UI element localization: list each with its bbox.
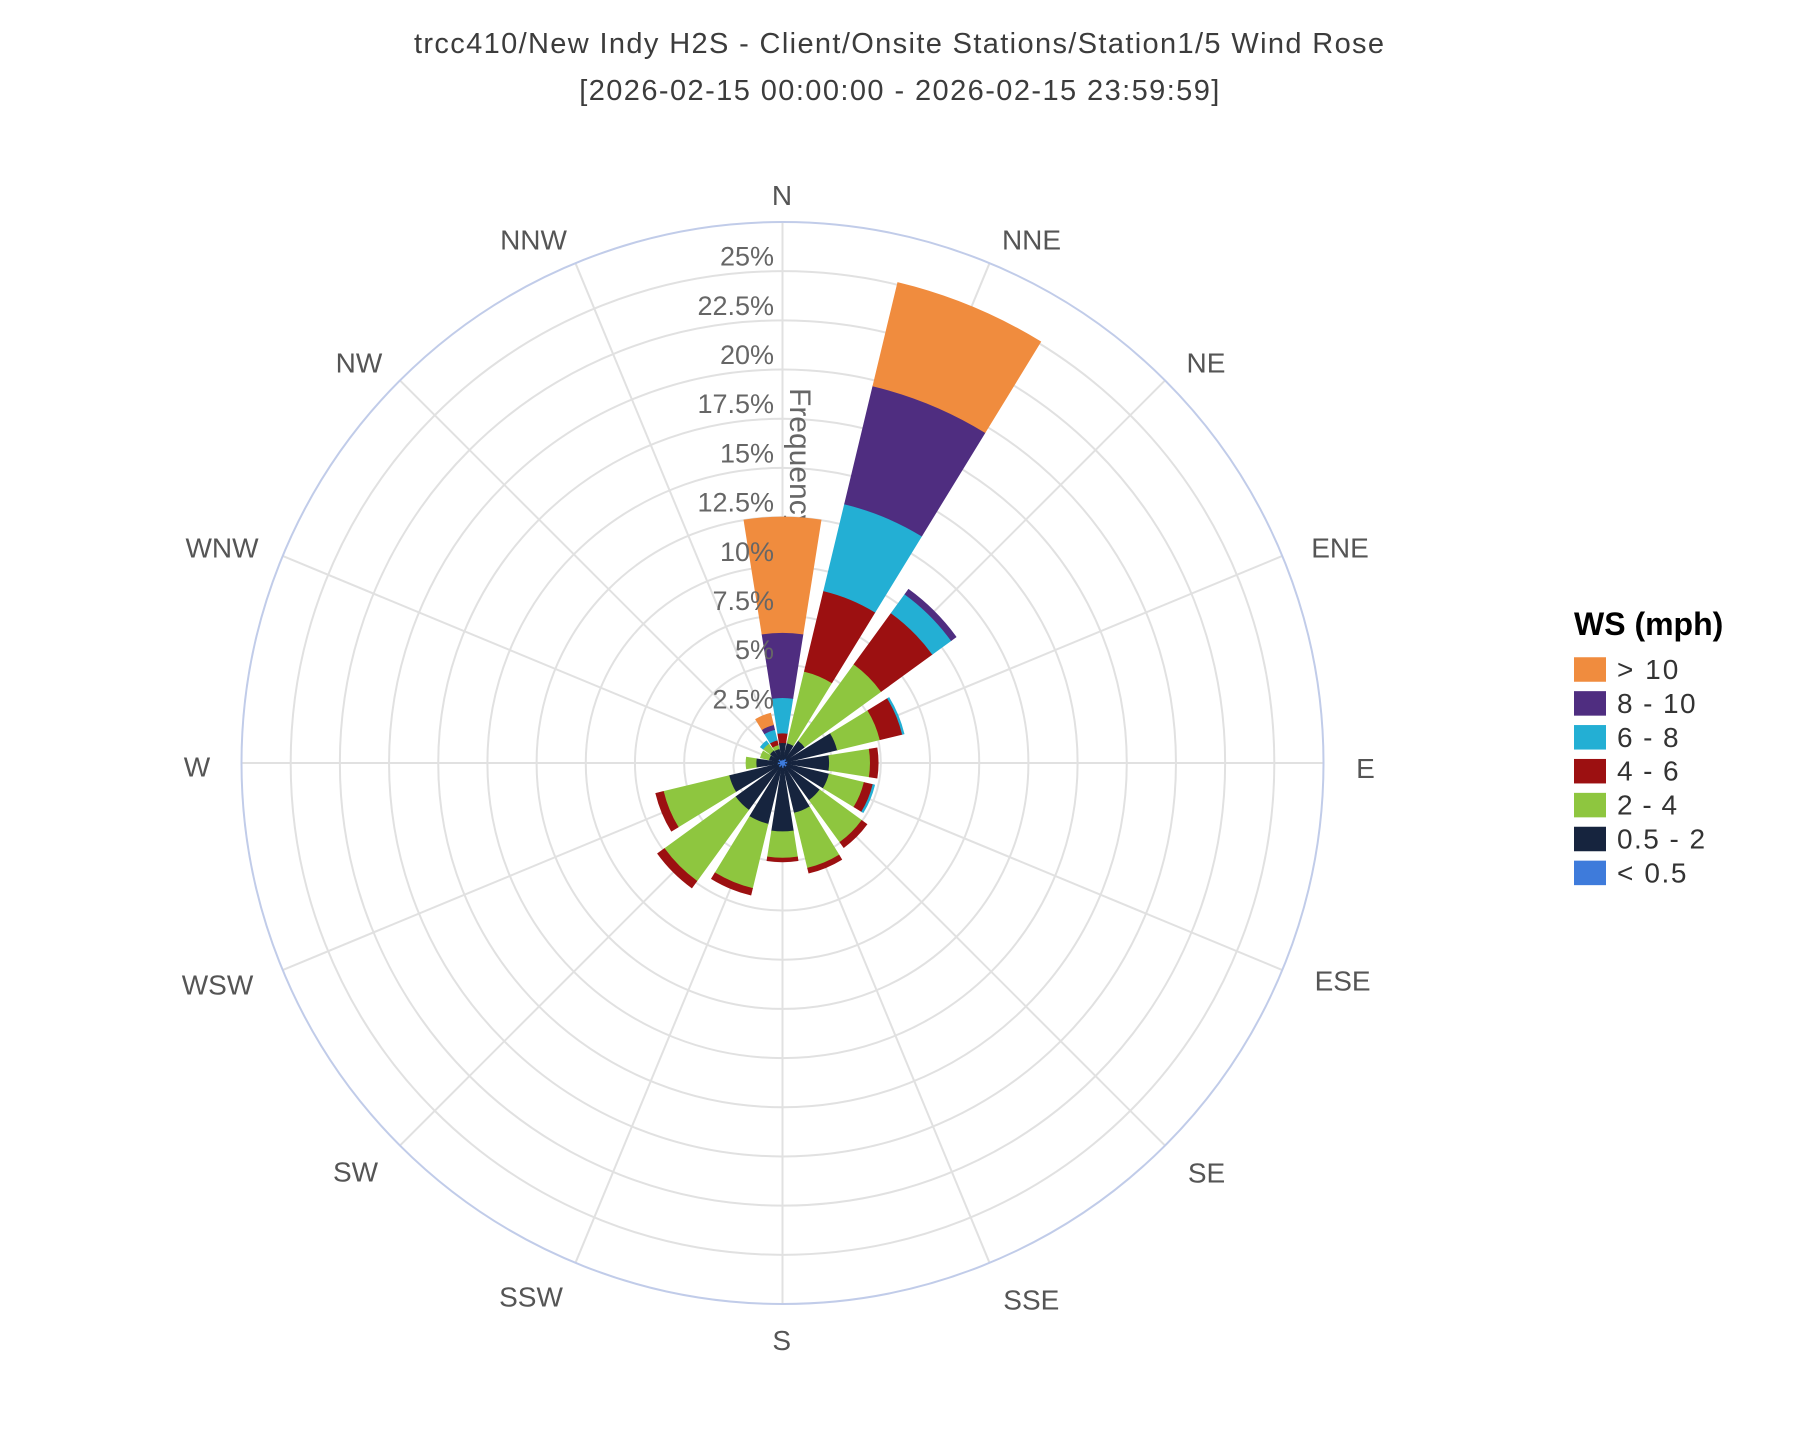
svg-text:0.5 - 2: 0.5 - 2: [1617, 824, 1707, 855]
svg-text:W: W: [184, 751, 211, 782]
svg-text:5%: 5%: [735, 635, 774, 665]
svg-text:WNW: WNW: [185, 533, 259, 564]
svg-text:7.5%: 7.5%: [712, 586, 774, 616]
svg-text:SSE: SSE: [1003, 1285, 1059, 1316]
svg-text:2 - 4: 2 - 4: [1617, 790, 1678, 821]
svg-text:12.5%: 12.5%: [697, 488, 774, 518]
svg-text:[2026-02-15 00:00:00 - 2026-02: [2026-02-15 00:00:00 - 2026-02-15 23:59:…: [579, 75, 1221, 107]
svg-text:20%: 20%: [720, 340, 774, 370]
svg-text:ESE: ESE: [1315, 966, 1371, 997]
svg-text:NE: NE: [1187, 348, 1226, 379]
svg-text:SSW: SSW: [499, 1282, 563, 1313]
svg-text:Frequency: Frequency: [783, 388, 816, 530]
svg-text:SW: SW: [333, 1157, 379, 1188]
svg-text:6 - 8: 6 - 8: [1617, 722, 1680, 753]
svg-text:NNE: NNE: [1002, 225, 1061, 256]
svg-text:trcc410/New Indy H2S - Client/: trcc410/New Indy H2S - Client/Onsite Sta…: [414, 28, 1385, 60]
svg-text:WSW: WSW: [182, 970, 254, 1001]
svg-text:NW: NW: [336, 348, 383, 379]
svg-text:< 0.5: < 0.5: [1617, 857, 1688, 888]
svg-text:NNW: NNW: [500, 225, 567, 256]
svg-text:2.5%: 2.5%: [712, 684, 774, 714]
svg-text:N: N: [772, 180, 792, 211]
svg-text:ENE: ENE: [1311, 533, 1369, 564]
svg-text:17.5%: 17.5%: [697, 389, 774, 419]
svg-text:8 - 10: 8 - 10: [1617, 688, 1697, 719]
svg-text:E: E: [1356, 753, 1375, 784]
svg-text:S: S: [772, 1325, 791, 1356]
svg-text:22.5%: 22.5%: [697, 291, 774, 321]
svg-text:> 10: > 10: [1617, 654, 1680, 685]
svg-text:25%: 25%: [720, 242, 774, 272]
svg-text:SE: SE: [1188, 1158, 1225, 1189]
svg-text:WS (mph): WS (mph): [1574, 606, 1723, 642]
svg-text:4 - 6: 4 - 6: [1617, 756, 1680, 787]
svg-text:10%: 10%: [720, 537, 774, 567]
svg-text:15%: 15%: [720, 438, 774, 468]
